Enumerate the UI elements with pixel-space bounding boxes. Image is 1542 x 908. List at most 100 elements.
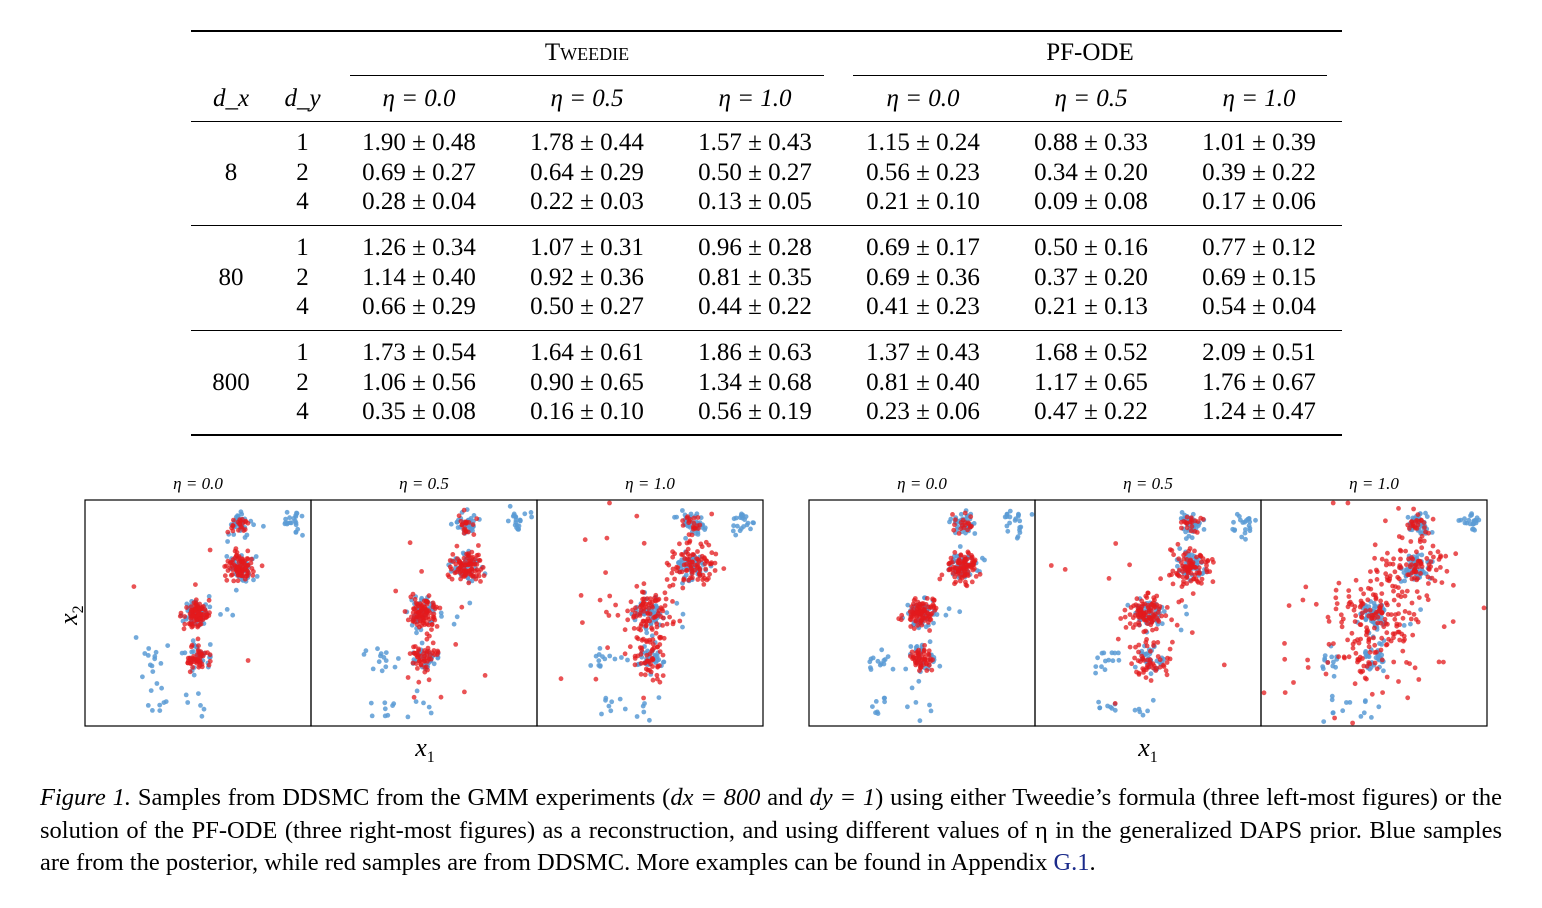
- posterior-sample-point: [251, 522, 256, 528]
- posterior-sample-point: [1099, 650, 1105, 656]
- ddsmc-sample-point: [458, 576, 463, 582]
- posterior-sample-point: [879, 647, 885, 653]
- ddsmc-sample-point: [970, 558, 976, 564]
- ddsmc-sample-point: [1444, 568, 1450, 574]
- ddsmc-sample-point: [190, 665, 196, 670]
- ddsmc-sample-point: [664, 621, 670, 627]
- ddsmc-sample-point: [968, 514, 974, 520]
- ddsmc-sample-point: [1132, 655, 1137, 661]
- ddsmc-sample-point: [1353, 577, 1359, 583]
- posterior-sample-point: [739, 513, 745, 519]
- ddsmc-sample-point: [1158, 576, 1163, 582]
- posterior-sample-point: [382, 700, 388, 706]
- posterior-sample-point: [517, 517, 523, 523]
- ddsmc-sample-point: [1204, 567, 1209, 572]
- ddsmc-sample-point: [1129, 661, 1134, 667]
- posterior-sample-point: [435, 655, 441, 661]
- ddsmc-sample-point: [1136, 622, 1142, 628]
- posterior-sample-point: [159, 685, 165, 691]
- ddsmc-sample-point: [1146, 607, 1152, 613]
- ddsmc-sample-point: [697, 573, 703, 579]
- posterior-sample-point: [224, 607, 230, 612]
- ddsmc-sample-point: [425, 645, 431, 651]
- ddsmc-sample-point: [695, 515, 701, 520]
- ddsmc-sample-point: [1399, 589, 1405, 595]
- ddsmc-sample-point: [453, 642, 459, 647]
- ddsmc-sample-point: [245, 548, 251, 554]
- ddsmc-sample-point: [233, 546, 239, 551]
- ddsmc-sample-point: [187, 655, 193, 661]
- posterior-sample-point: [157, 708, 163, 713]
- ddsmc-sample-point: [641, 695, 646, 701]
- ddsmc-sample-point: [1391, 659, 1397, 665]
- ddsmc-sample-point: [470, 522, 476, 527]
- ddsmc-sample-point: [193, 602, 198, 608]
- ddsmc-sample-point: [1373, 611, 1378, 617]
- ddsmc-sample-point: [625, 617, 631, 623]
- table-value-cell: 1.14 ± 0.40: [362, 263, 476, 291]
- ddsmc-sample-point: [634, 513, 640, 519]
- ddsmc-sample-point: [1157, 664, 1163, 670]
- posterior-sample-point: [289, 520, 294, 526]
- ddsmc-sample-point: [1384, 558, 1389, 564]
- ddsmc-sample-point: [1211, 559, 1216, 565]
- ddsmc-sample-point: [1147, 616, 1153, 622]
- ddsmc-sample-point: [952, 550, 958, 555]
- ddsmc-sample-point: [656, 608, 662, 613]
- ddsmc-sample-point: [1405, 572, 1411, 578]
- ddsmc-sample-point: [1400, 648, 1406, 654]
- posterior-sample-point: [376, 659, 382, 665]
- ddsmc-sample-point: [1430, 516, 1436, 522]
- posterior-sample-point: [1029, 512, 1035, 517]
- ddsmc-sample-point: [418, 662, 424, 668]
- posterior-sample-point: [661, 659, 667, 665]
- ddsmc-sample-point: [963, 559, 968, 564]
- posterior-sample-point: [1347, 700, 1353, 705]
- posterior-sample-point: [1095, 655, 1100, 661]
- dy-cell: 1: [296, 234, 309, 261]
- ddsmc-sample-point: [933, 605, 939, 611]
- ddsmc-sample-point: [642, 672, 648, 678]
- ddsmc-sample-point: [1384, 630, 1390, 636]
- ddsmc-sample-point: [458, 564, 464, 569]
- posterior-sample-point: [1469, 512, 1474, 518]
- posterior-sample-point: [1108, 704, 1113, 710]
- ddsmc-sample-point: [1419, 533, 1425, 539]
- ddsmc-sample-point: [1396, 506, 1401, 511]
- table-value-cell: 0.21 ± 0.13: [1034, 293, 1148, 320]
- appendix-link[interactable]: G.1: [1053, 849, 1090, 876]
- ddsmc-sample-point: [1358, 598, 1364, 604]
- column-header-6: η = 0.5: [1054, 85, 1128, 112]
- panel-title-0: η = 0.0: [173, 474, 223, 493]
- posterior-sample-point: [426, 704, 432, 710]
- table-value-cell: 0.50 ± 0.27: [698, 158, 812, 186]
- ddsmc-sample-point: [202, 615, 208, 621]
- posterior-sample-point: [914, 644, 920, 649]
- ddsmc-sample-point: [424, 621, 430, 627]
- posterior-sample-point: [1145, 708, 1150, 714]
- ddsmc-sample-point: [1177, 567, 1182, 573]
- table-value-cell: 1.26 ± 0.34: [362, 234, 476, 261]
- posterior-sample-point: [870, 655, 876, 661]
- table-value-cell: 0.88 ± 0.33: [1034, 129, 1148, 156]
- ddsmc-sample-point: [956, 531, 962, 536]
- posterior-sample-point: [870, 704, 875, 709]
- ddsmc-sample-point: [181, 626, 187, 632]
- caption-label: Figure 1.: [40, 784, 131, 811]
- ddsmc-sample-point: [937, 576, 943, 582]
- ddsmc-sample-point: [1380, 690, 1385, 695]
- posterior-sample-point: [664, 610, 670, 616]
- posterior-sample-point: [1246, 516, 1252, 521]
- ddsmc-sample-point: [1323, 671, 1329, 677]
- ddsmc-sample-point: [1282, 656, 1288, 662]
- ddsmc-sample-point: [1364, 625, 1369, 630]
- ddsmc-sample-point: [1391, 597, 1397, 603]
- ddsmc-sample-point: [909, 649, 915, 655]
- ddsmc-sample-point: [1367, 661, 1373, 667]
- posterior-sample-point: [145, 703, 151, 708]
- dy-cell: 2: [296, 368, 309, 396]
- posterior-sample-point: [261, 523, 266, 529]
- ddsmc-sample-point: [1431, 554, 1436, 560]
- ddsmc-sample-point: [1372, 642, 1378, 648]
- ddsmc-sample-point: [1386, 578, 1392, 584]
